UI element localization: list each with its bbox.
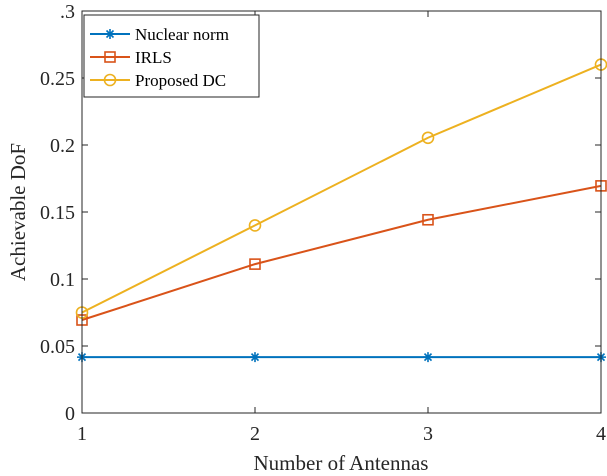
- legend-marker: [104, 51, 116, 63]
- legend-label: Proposed DC: [135, 71, 226, 90]
- data-point: [422, 213, 434, 226]
- y-axis-label: Achievable DoF: [6, 143, 30, 281]
- x-tick-label: 3: [423, 423, 433, 445]
- legend-marker: [103, 73, 117, 87]
- y-tick-label: 0.05: [40, 336, 75, 358]
- y-tick-label: 0.1: [50, 269, 75, 291]
- data-point: [249, 258, 261, 270]
- y-tick-label: 0.25: [40, 68, 75, 90]
- data-point: [423, 352, 433, 363]
- data-point: [248, 219, 262, 232]
- y-tick-label: 0: [65, 403, 75, 425]
- y-tick-label: 0.15: [40, 202, 75, 224]
- legend-item: Proposed DC: [90, 71, 226, 90]
- x-tick-label: 1: [77, 423, 87, 445]
- data-point: [250, 352, 260, 363]
- x-tick-label: 2: [250, 423, 260, 445]
- series-line: [81, 63, 602, 314]
- legend-item: IRLS: [90, 48, 172, 67]
- legend: Nuclear norm IRLS Proposed DC: [83, 14, 260, 98]
- y-tick-label: 0.2: [50, 135, 75, 157]
- y-tick-label: .3: [60, 1, 75, 23]
- data-point: [421, 131, 435, 145]
- series-line: [81, 184, 602, 321]
- axes-layer: 1 2 3 4 0 0.05 0.1 0.15 0.2 0.25 .3: [40, 1, 606, 445]
- x-axis-label: Number of Antennas: [254, 451, 429, 475]
- legend-marker: [105, 29, 115, 39]
- x-tick-label: 4: [596, 423, 606, 445]
- legend-label: Nuclear norm: [135, 25, 229, 44]
- legend-item: Nuclear norm: [90, 25, 229, 44]
- legend-label: IRLS: [135, 48, 172, 67]
